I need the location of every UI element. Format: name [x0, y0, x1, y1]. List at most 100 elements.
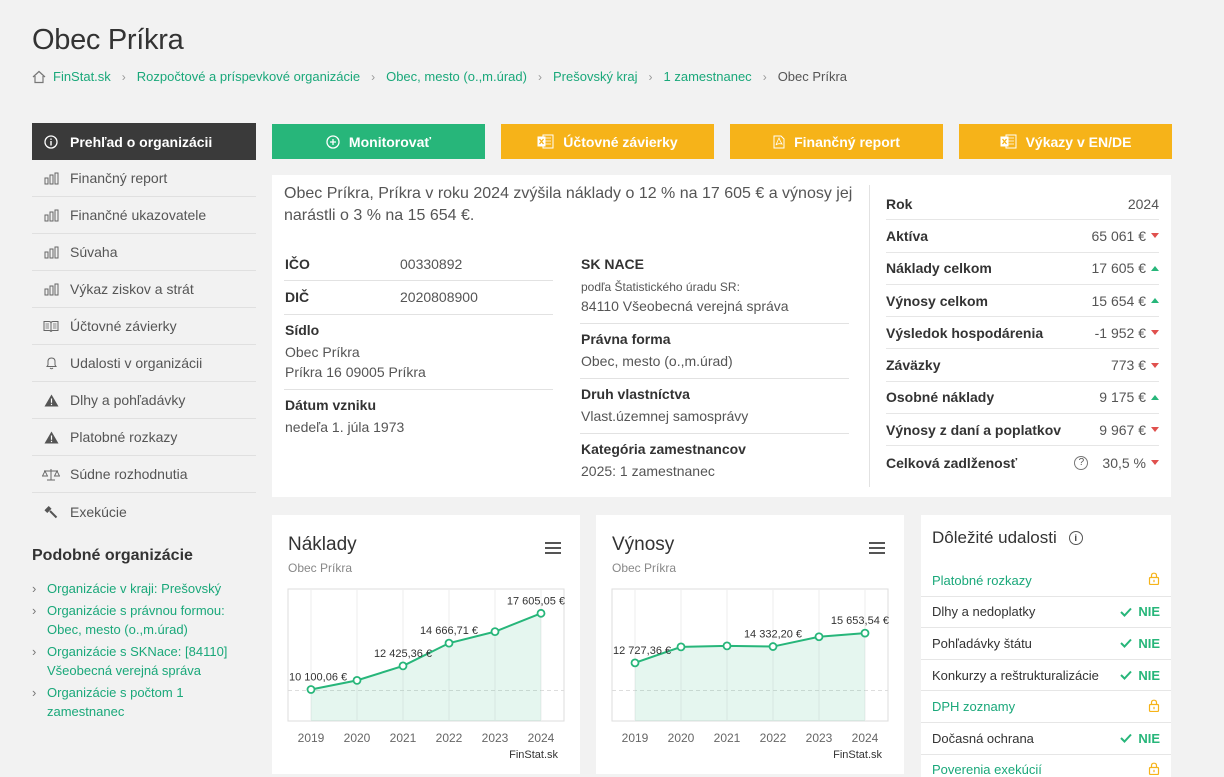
plus-circle-icon: [326, 134, 340, 149]
sidebar-item-executions[interactable]: Exekúcie: [32, 493, 256, 530]
similar-link[interactable]: Organizácie s SKNace: [84110] Všeobecná …: [47, 644, 228, 678]
data-point[interactable]: [676, 642, 686, 652]
sidebar-item-income-statement[interactable]: Výkaz ziskov a strát: [32, 271, 256, 308]
info-icon: [41, 134, 61, 150]
sidlo-line-1: Obec Príkra: [285, 344, 360, 360]
trend-up-icon: [1151, 394, 1159, 400]
monitor-label: Monitorovať: [348, 133, 432, 150]
financial-report-button[interactable]: Finančný report: [730, 124, 943, 159]
sidebar-item-financial-report[interactable]: Finančný report: [32, 160, 256, 197]
home-icon[interactable]: [32, 70, 46, 84]
event-label: Pohľadávky štátu: [932, 635, 1032, 651]
breadcrumb-item[interactable]: 1 zamestnanec: [663, 69, 752, 84]
chart-credit[interactable]: FinStat.sk: [509, 749, 558, 761]
status-text: NIE: [1138, 635, 1160, 651]
revenues-chart: 12 727,36 € 14 332,20 € 15 653,54 € 2019 202…: [611, 588, 889, 745]
ico-label: IČO: [285, 256, 310, 272]
series-line: [634, 632, 866, 664]
legal-form-value: Obec, mesto (o.,m.úrad): [581, 353, 733, 369]
sidebar-item-financial-indicators[interactable]: Finančné ukazovatele: [32, 197, 256, 234]
similar-link[interactable]: Organizácie s právnou formou: Obec, mest…: [47, 603, 225, 637]
similar-link[interactable]: Organizácie v kraji: Prešovský: [47, 581, 222, 596]
similar-link[interactable]: Organizácie s počtom 1 zamestnanec: [47, 685, 184, 719]
scales-icon: [41, 466, 61, 482]
sidebar-item-court-decisions[interactable]: Súdne rozhodnutia: [32, 456, 256, 493]
kpi-label: Aktíva: [886, 227, 929, 244]
sidebar-item-label: Súdne rozhodnutia: [70, 466, 188, 482]
kpi-row: Celková zadlženosť ? 30,5 %: [886, 446, 1159, 478]
kpi-label: Záväzky: [886, 357, 941, 374]
kpi-value: 773 €: [1110, 357, 1146, 374]
breadcrumb-item[interactable]: Obec, mesto (o.,m.úrad): [386, 69, 527, 84]
data-point[interactable]: [536, 608, 546, 618]
chart-credit[interactable]: FinStat.sk: [833, 749, 882, 761]
statements-button[interactable]: Účtovné závierky: [501, 124, 714, 159]
ico-value: 00330892: [400, 256, 463, 272]
events-list: Platobné rozkazy Dlhy a nedoplatky NIE Pohľ…: [921, 565, 1171, 777]
hamburger-menu-icon[interactable]: [545, 542, 561, 557]
page-title: Obec Príkra: [32, 24, 184, 56]
sidlo-line-2: Príkra 16 09005 Príkra: [285, 364, 426, 380]
breadcrumb-item[interactable]: FinStat.sk: [53, 69, 111, 84]
sidebar-item-debts[interactable]: Dlhy a pohľadávky: [32, 382, 256, 419]
trend-down-icon: [1151, 330, 1159, 336]
sidebar-item-overview[interactable]: Prehľad o organizácii: [32, 123, 256, 160]
trend-down-icon: [1151, 427, 1159, 433]
info-icon[interactable]: i: [1068, 531, 1083, 545]
data-point[interactable]: [490, 627, 500, 637]
event-row[interactable]: Poverenia exekúcií: [921, 755, 1171, 777]
bar-chart-icon: [41, 170, 61, 186]
kpi-table: Rok 2024 Aktíva 65 061 € Náklady celkom …: [886, 188, 1159, 479]
founded-value: nedeľa 1. júla 1973: [285, 419, 405, 435]
data-point[interactable]: [860, 628, 870, 638]
data-point[interactable]: [398, 661, 408, 671]
x-tick-label: 2024: [528, 731, 555, 745]
kpi-value: 15 654 €: [1091, 292, 1147, 309]
data-point[interactable]: [814, 632, 824, 642]
data-label: 17 605,05 €: [507, 595, 565, 607]
event-row: Pohľadávky štátu NIE: [921, 628, 1171, 660]
event-label[interactable]: Poverenia exekúcií: [932, 762, 1042, 777]
data-point[interactable]: [768, 642, 778, 651]
x-tick-label: 2022: [436, 731, 463, 745]
event-label[interactable]: Platobné rozkazy: [932, 572, 1032, 588]
sidebar-item-label: Finančné ukazovatele: [70, 207, 207, 223]
event-row[interactable]: Platobné rozkazy: [921, 565, 1171, 597]
data-point[interactable]: [444, 638, 454, 648]
data-label: 14 666,71 €: [420, 625, 478, 637]
hamburger-menu-icon[interactable]: [869, 542, 885, 557]
event-row[interactable]: DPH zoznamy: [921, 691, 1171, 723]
sidebar-item-payment-orders[interactable]: Platobné rozkazy: [32, 419, 256, 456]
data-label: 12 425,36 €: [374, 648, 432, 660]
data-point[interactable]: [630, 658, 640, 668]
reports-en-de-button[interactable]: Výkazy v EN/DE: [959, 124, 1172, 159]
sidebar-item-label: Exekúcie: [70, 503, 127, 520]
sidebar-item-financial-statements[interactable]: Účtovné závierky: [32, 308, 256, 345]
kpi-label: Náklady celkom: [886, 260, 992, 277]
trend-up-icon: [1151, 265, 1159, 271]
data-point[interactable]: [722, 641, 732, 651]
help-icon[interactable]: ?: [1074, 455, 1089, 470]
breadcrumb-current: Obec Príkra: [777, 69, 848, 84]
data-point[interactable]: [352, 675, 362, 685]
monitor-button[interactable]: Monitorovať: [272, 124, 485, 159]
sidebar-item-events[interactable]: Udalosti v organizácii: [32, 345, 256, 382]
breadcrumb-item[interactable]: Rozpočtové a príspevkové organizácie: [136, 69, 361, 84]
event-row: Konkurzy a reštrukturalizácie NIE: [921, 660, 1171, 692]
x-tick-label: 2023: [806, 731, 833, 745]
check-icon: [1120, 639, 1133, 649]
breadcrumb-item[interactable]: Prešovský kraj: [552, 69, 638, 84]
warning-icon: [41, 392, 61, 408]
data-point[interactable]: [306, 685, 316, 694]
bar-chart-icon: [41, 207, 61, 223]
costs-chart-card: Náklady Obec Príkra 10 100,06 € 12 425,36…: [272, 515, 580, 774]
event-label[interactable]: DPH zoznamy: [932, 699, 1016, 715]
kpi-value: -1 952 €: [1094, 324, 1146, 341]
costs-chart: 10 100,06 € 12 425,36 € 14 666,71 € 17 605,…: [287, 588, 565, 745]
trend-down-icon: [1151, 460, 1159, 466]
sidebar-item-balance-sheet[interactable]: Súvaha: [32, 234, 256, 271]
sidebar-item-label: Dlhy a pohľadávky: [70, 392, 186, 408]
x-tick-label: 2021: [390, 731, 417, 745]
x-tick-label: 2024: [852, 731, 879, 745]
trend-down-icon: [1151, 362, 1159, 368]
